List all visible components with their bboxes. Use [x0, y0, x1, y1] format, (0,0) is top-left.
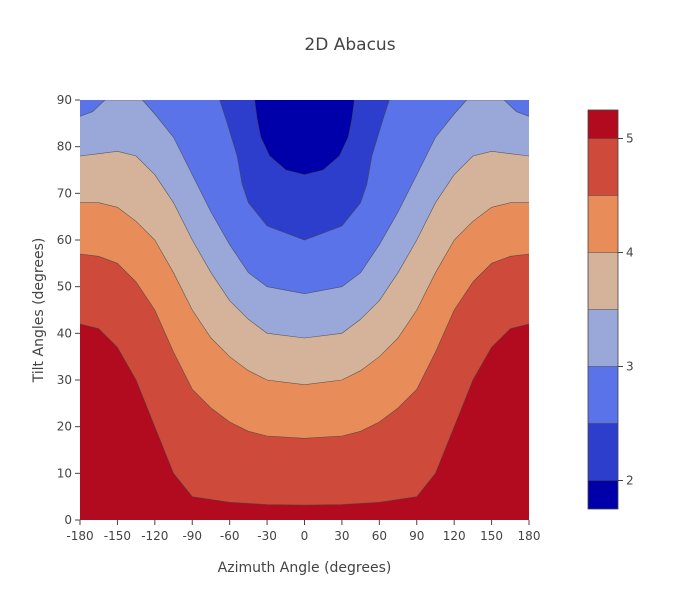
colorbar-tick-label: 5	[626, 132, 634, 146]
x-tick-label: 120	[443, 529, 466, 543]
y-tick-label: 60	[57, 233, 72, 247]
contour-band-2	[254, 100, 355, 175]
colorbar-segment	[588, 195, 618, 253]
x-tick-label: 0	[301, 529, 309, 543]
contour-line-5	[80, 323, 529, 506]
y-tick-label: 50	[57, 280, 72, 294]
contour-line-4-5	[80, 253, 529, 439]
colorbar-segment	[588, 138, 618, 196]
x-tick-label: -30	[257, 529, 277, 543]
x-tick-label: -180	[66, 529, 93, 543]
colorbar-segment	[588, 110, 618, 139]
x-tick-label: 90	[409, 529, 424, 543]
y-tick-label: 40	[57, 326, 72, 340]
x-tick-label: -120	[141, 529, 168, 543]
contour-line-2-5	[219, 100, 390, 241]
y-tick-label: 80	[57, 140, 72, 154]
colorbar-tick-label: 3	[626, 360, 634, 374]
y-tick-label: 70	[57, 186, 72, 200]
x-tick-label: 30	[334, 529, 349, 543]
colorbar-frame	[587, 109, 619, 510]
colorbar-segment	[588, 480, 618, 509]
colorbar-segment	[588, 423, 618, 481]
colorbar-segment	[588, 366, 618, 424]
chart-title: 2D Abacus	[304, 35, 395, 55]
contour-line-4	[80, 202, 529, 386]
plot-area[interactable]	[80, 98, 529, 520]
colorbar-segment	[588, 252, 618, 310]
x-tick-label: 150	[480, 529, 503, 543]
x-tick-label: 60	[372, 529, 387, 543]
x-tick-label: 180	[518, 529, 541, 543]
colorbar-tick-label: 2	[626, 474, 634, 488]
x-axis-title: Azimuth Angle (degrees)	[218, 560, 392, 576]
y-tick-label: 90	[57, 93, 72, 107]
y-tick-label: 30	[57, 373, 72, 387]
y-tick-label: 20	[57, 420, 72, 434]
y-tick-label: 0	[64, 513, 72, 527]
axes: -180 -150 -120 -90 -60 -30 0 30 60 90 120 150 180 0 10…	[57, 93, 541, 543]
y-axis-title: Tilt Angles (degrees)	[31, 238, 47, 384]
colorbar-segment	[588, 309, 618, 367]
x-tick-label: -60	[220, 529, 240, 543]
colorbar-tick-label: 4	[626, 246, 634, 260]
x-tick-label: -150	[104, 529, 131, 543]
contour-line-3-5	[80, 150, 529, 339]
colorbar: 2 3 4 5	[587, 109, 634, 510]
contour-line-2	[254, 100, 355, 176]
y-tick-label: 10	[57, 466, 72, 480]
contour-line-3	[80, 100, 529, 295]
x-tick-label: -90	[182, 529, 202, 543]
